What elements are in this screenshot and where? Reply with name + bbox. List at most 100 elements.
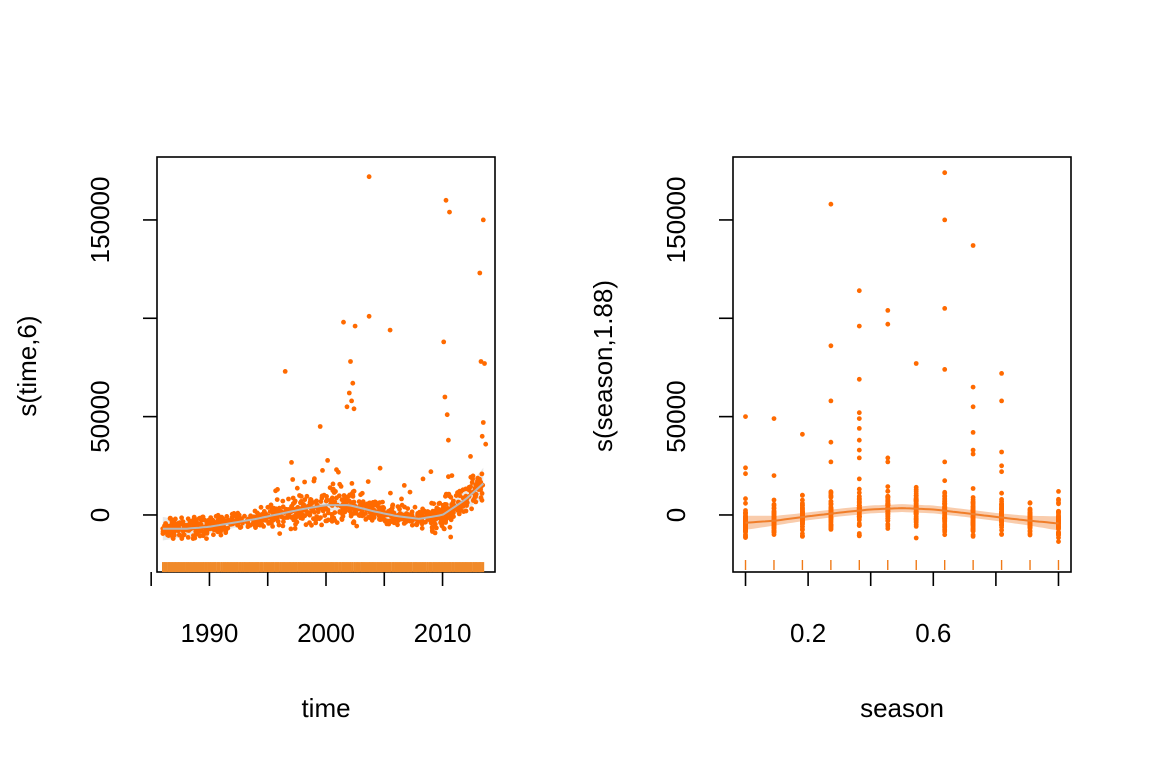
data-point: [313, 520, 319, 526]
y-axis-season: 0 50000 150000: [661, 177, 733, 522]
data-point: [386, 509, 391, 514]
data-point: [1027, 511, 1033, 517]
data-point: [366, 174, 372, 180]
data-point: [438, 520, 443, 526]
data-point: [292, 526, 298, 531]
data-point: [299, 511, 305, 517]
data-point: [828, 507, 834, 513]
data-point: [970, 486, 976, 491]
data-point: [310, 508, 315, 514]
data-point: [800, 507, 805, 513]
data-point: [469, 506, 474, 512]
data-point: [856, 514, 862, 520]
points-time: [160, 174, 489, 541]
x-tick-label: 2010: [414, 618, 472, 648]
data-point: [298, 494, 304, 499]
data-point: [856, 323, 862, 329]
data-point: [1056, 532, 1061, 538]
data-point: [1027, 524, 1033, 530]
data-point: [435, 506, 441, 512]
data-point: [1056, 489, 1061, 494]
data-point: [286, 496, 291, 502]
data-point: [885, 308, 891, 313]
data-point: [429, 500, 434, 506]
data-point: [913, 516, 919, 522]
data-point: [327, 485, 333, 491]
data-point: [743, 514, 748, 520]
data-point: [415, 511, 421, 517]
data-point: [999, 531, 1004, 537]
data-point: [329, 515, 335, 520]
data-point: [437, 500, 443, 506]
data-point: [317, 424, 323, 429]
data-point: [414, 522, 420, 528]
data-point: [478, 495, 484, 501]
data-point: [771, 416, 777, 421]
data-point: [1056, 518, 1061, 524]
data-point: [856, 288, 862, 294]
data-point: [800, 500, 805, 506]
data-point: [970, 243, 976, 248]
data-point: [275, 487, 280, 492]
data-point: [380, 513, 385, 519]
data-point: [942, 459, 948, 465]
data-point: [800, 518, 805, 524]
data-point: [199, 514, 205, 520]
data-point: [344, 494, 350, 500]
data-point: [913, 493, 919, 498]
data-point: [771, 522, 777, 527]
data-point: [856, 490, 862, 496]
data-point: [856, 410, 862, 416]
data-point: [856, 426, 862, 431]
data-point: [743, 535, 748, 540]
data-point: [350, 380, 356, 386]
data-point: [408, 518, 414, 523]
x-axis-time: 1990 2000 2010: [150, 572, 472, 648]
data-point: [389, 519, 395, 524]
data-point: [1056, 539, 1061, 544]
data-point: [473, 491, 479, 497]
data-point: [942, 522, 948, 528]
data-point: [828, 525, 834, 530]
data-point: [183, 523, 189, 529]
data-point: [190, 517, 196, 523]
data-point: [346, 390, 352, 396]
data-point: [211, 532, 216, 538]
x-tick-label: 1990: [181, 618, 239, 648]
data-point: [999, 449, 1004, 455]
data-point: [204, 536, 209, 541]
data-point: [1056, 512, 1061, 518]
data-point: [456, 511, 462, 517]
x-tick-label: 2000: [297, 618, 355, 648]
data-point: [419, 525, 425, 531]
data-point: [324, 494, 329, 499]
data-point: [172, 522, 178, 528]
rug-season: [744, 560, 1060, 570]
data-point: [320, 506, 326, 512]
data-point: [885, 484, 891, 489]
data-point: [942, 493, 948, 498]
data-point: [970, 534, 976, 539]
data-point: [318, 515, 323, 520]
smooth-line: [745, 507, 1059, 525]
data-point: [190, 536, 196, 541]
data-point: [324, 497, 330, 503]
data-point: [163, 521, 169, 526]
data-point: [430, 508, 436, 514]
data-point: [185, 535, 191, 540]
data-point: [266, 521, 271, 526]
y-axis-time: 0 50000 150000: [85, 177, 157, 522]
data-point: [401, 483, 407, 488]
data-point: [311, 478, 317, 484]
data-point: [218, 532, 224, 538]
data-point: [828, 439, 834, 445]
data-point: [365, 479, 371, 484]
y-tick-label: 0: [661, 508, 691, 522]
data-point: [999, 469, 1004, 475]
data-point: [999, 490, 1004, 496]
data-point: [828, 201, 834, 207]
data-point: [970, 430, 976, 435]
data-point: [239, 516, 244, 521]
data-point: [743, 520, 748, 526]
data-point: [391, 510, 397, 516]
